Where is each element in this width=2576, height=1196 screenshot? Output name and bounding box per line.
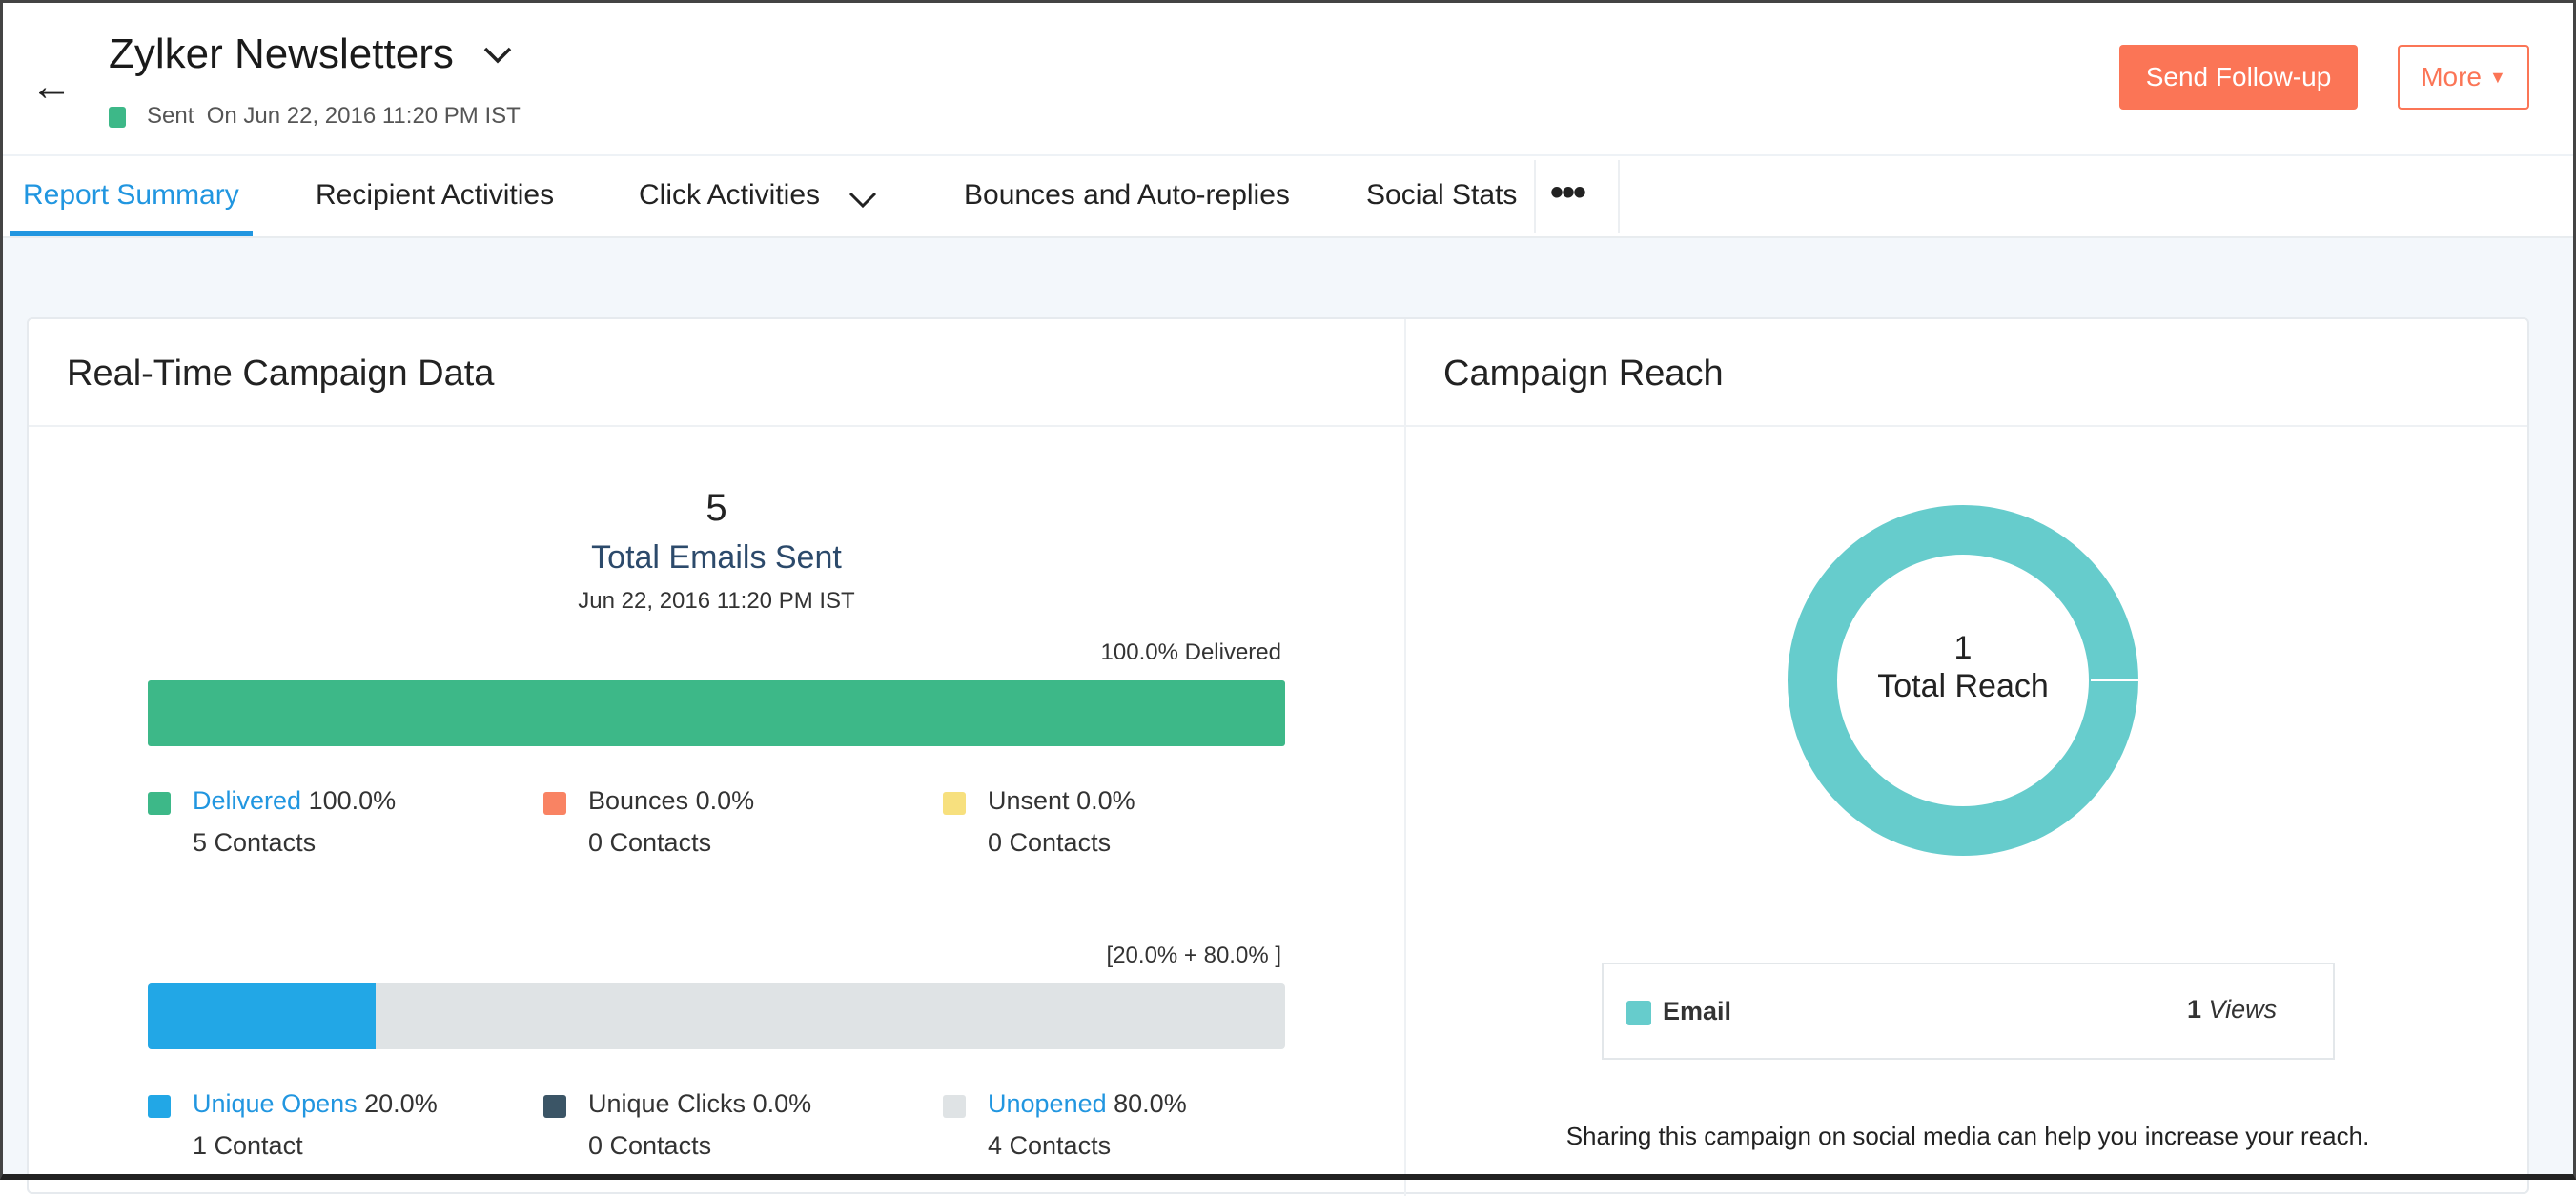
sent-date: On Jun 22, 2016 11:20 PM IST bbox=[206, 103, 521, 129]
legend-item: Unsent 0.0% bbox=[988, 786, 1135, 816]
email-legend-label: Email bbox=[1663, 997, 1732, 1025]
legend-item: Unique Opens 20.0% bbox=[193, 1089, 438, 1119]
legend-value: 0.0% bbox=[752, 1089, 812, 1118]
delivered-bar bbox=[148, 680, 1285, 746]
reach-title: Campaign Reach bbox=[1443, 354, 1724, 394]
caret-down-icon: ▼ bbox=[2488, 67, 2506, 87]
legend-item: Delivered 100.0% bbox=[193, 786, 396, 816]
legend-swatch bbox=[148, 792, 171, 815]
more-button[interactable]: More ▼ bbox=[2398, 45, 2529, 110]
legend-label[interactable]: Delivered bbox=[193, 786, 302, 815]
opens-caption: [20.0% + 80.0% ] bbox=[1106, 943, 1281, 968]
tab-divider bbox=[1534, 160, 1536, 233]
reach-donut bbox=[1788, 505, 2140, 856]
legend-item: Unopened 80.0% bbox=[988, 1089, 1187, 1119]
tab-social-stats[interactable]: Social Stats bbox=[1366, 179, 1518, 211]
sent-date: Jun 22, 2016 11:20 PM IST bbox=[578, 588, 855, 614]
total-emails-count: 5 bbox=[705, 487, 727, 529]
legend-swatch bbox=[943, 792, 966, 815]
legend-label: Unsent bbox=[988, 786, 1070, 815]
legend-label: Unique Clicks bbox=[588, 1089, 746, 1118]
legend-contacts: 0 Contacts bbox=[988, 828, 1112, 857]
reach-legend: Email 1 Views bbox=[1602, 963, 2335, 1060]
legend-swatch bbox=[543, 792, 566, 815]
realtime-title: Real-Time Campaign Data bbox=[67, 354, 495, 394]
header: ← Zylker Newsletters Sent On Jun 22, 201… bbox=[0, 0, 2576, 156]
legend-value: 0.0% bbox=[1076, 786, 1135, 815]
chevron-down-icon[interactable] bbox=[847, 183, 879, 220]
reach-total-label: Total Reach bbox=[1877, 668, 2049, 704]
total-emails-label: Total Emails Sent bbox=[591, 539, 842, 576]
opens-bar bbox=[148, 983, 1285, 1049]
legend-value: 20.0% bbox=[364, 1089, 438, 1118]
delivered-bar-fill bbox=[148, 680, 1285, 746]
email-views-unit: Views bbox=[2208, 995, 2278, 1024]
campaign-title: Zylker Newsletters bbox=[109, 30, 454, 77]
delivered-caption: 100.0% Delivered bbox=[1100, 639, 1281, 665]
email-color-swatch bbox=[1626, 1001, 1651, 1025]
active-tab-underline bbox=[10, 231, 253, 236]
legend-label[interactable]: Unique Opens bbox=[193, 1089, 358, 1118]
legend-label[interactable]: Unopened bbox=[988, 1089, 1107, 1118]
opens-bar-fill bbox=[148, 983, 376, 1049]
legend-value: 100.0% bbox=[308, 786, 397, 815]
status-dot bbox=[109, 107, 126, 128]
tab-bounces[interactable]: Bounces and Auto-replies bbox=[964, 179, 1290, 211]
summary-card: Real-Time Campaign Data Campaign Reach 5… bbox=[27, 317, 2529, 1196]
legend-label: Bounces bbox=[588, 786, 689, 815]
send-followup-button[interactable]: Send Follow-up bbox=[2119, 45, 2358, 110]
legend-swatch bbox=[543, 1095, 566, 1118]
legend-contacts: 4 Contacts bbox=[988, 1131, 1112, 1160]
panel-divider bbox=[1404, 319, 1406, 1196]
legend-contacts: 0 Contacts bbox=[588, 1131, 712, 1160]
reach-note: Sharing this campaign on social media ca… bbox=[1565, 1122, 2370, 1150]
report-content: Real-Time Campaign Data Campaign Reach 5… bbox=[0, 238, 2576, 1196]
more-tabs-icon[interactable]: ••• bbox=[1550, 172, 1586, 213]
more-label: More bbox=[2421, 62, 2482, 91]
tab-recipient-activities[interactable]: Recipient Activities bbox=[316, 179, 555, 211]
tab-report-summary[interactable]: Report Summary bbox=[23, 179, 239, 211]
email-views-count: 1 bbox=[2187, 995, 2202, 1024]
legend-value: 0.0% bbox=[695, 786, 755, 815]
tab-bar: Report Summary Recipient Activities Clic… bbox=[0, 156, 2576, 238]
tab-click-activities[interactable]: Click Activities bbox=[639, 179, 821, 211]
legend-contacts: 1 Contact bbox=[193, 1131, 303, 1160]
reach-total: 1 bbox=[1953, 630, 1973, 666]
legend-contacts: 5 Contacts bbox=[193, 828, 317, 857]
legend-item: Bounces 0.0% bbox=[588, 786, 754, 816]
legend-value: 80.0% bbox=[1114, 1089, 1187, 1118]
status-text: Sent bbox=[147, 103, 194, 129]
tab-divider bbox=[1618, 160, 1620, 233]
legend-contacts: 0 Contacts bbox=[588, 828, 712, 857]
legend-swatch bbox=[943, 1095, 966, 1118]
back-arrow-icon[interactable]: ← bbox=[31, 63, 72, 110]
legend-item: Unique Clicks 0.0% bbox=[588, 1089, 811, 1119]
chevron-down-icon[interactable] bbox=[481, 38, 514, 71]
header-divider bbox=[29, 425, 2527, 427]
legend-swatch bbox=[148, 1095, 171, 1118]
